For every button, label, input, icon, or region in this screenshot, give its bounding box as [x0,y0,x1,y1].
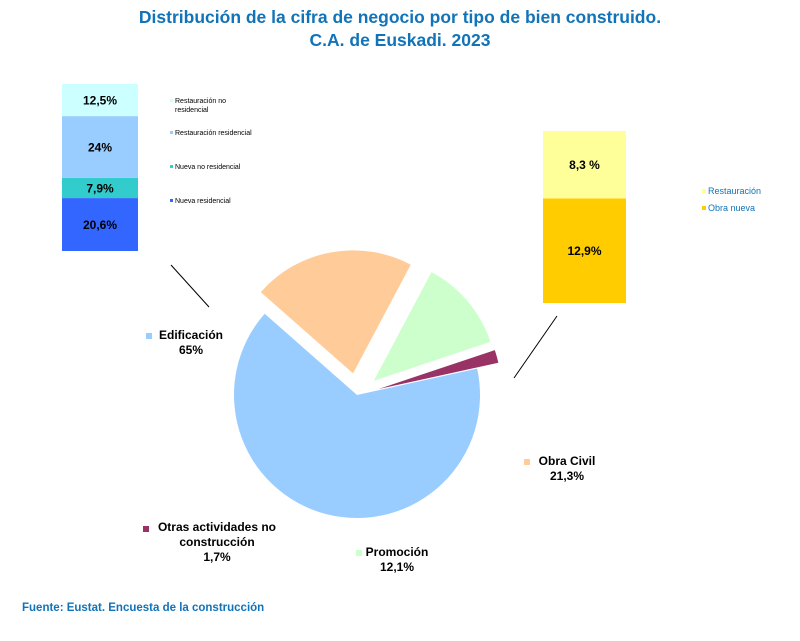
edificacion-bar-segment-nueva-no-residencial [62,177,138,199]
obra-civil-legend-marker-restauracion [702,189,706,193]
edificacion-bar-segment-label-restauracion-residencial: 24% [88,140,112,154]
obra-civil-bar-segment-label-obra-nueva: 12,9% [567,244,601,258]
legend-marker-promocion [356,550,362,556]
legend-marker-otras-actividades-no-construccion [143,526,149,532]
obra-civil-connector-line [513,315,558,379]
obra-civil-bar-segment-label-restauracion: 8,3 % [569,158,600,172]
edificacion-legend-label-restauracion-no-residencial-line1: Restauración no [175,98,226,105]
obra-civil-legend-label-restauracion: Restauración [708,186,761,196]
edificacion-bar-segment-label-nueva-residencial: 20,6% [83,218,117,232]
edificacion-legend-label-restauracion-no-residencial-line2: residencial [175,107,209,114]
slice-value-obra-civil: 21,3% [550,469,584,483]
pie-slice-promocion [373,272,491,381]
edificacion-legend-marker-nueva-residencial [170,199,173,202]
slice-label-promocion: Promoción [366,545,429,559]
obra-civil-legend-marker-obra-nueva [702,206,706,210]
legend-marker-obra-civil [524,459,530,465]
edificacion-bar-segment-restauracion-residencial [62,116,138,178]
edificacion-bar-segment-label-restauracion-no-residencial: 12,5% [83,94,117,108]
edificacion-bar-segment-restauracion-no-residencial [62,84,138,117]
slice-label-otras-actividades-no-construccion-line1: Otras actividades no [158,520,276,534]
edificacion-legend-marker-restauracion-no-residencial [170,99,173,102]
slice-label-edificacion: Edificación [159,328,223,342]
edificacion-bar-segment-nueva-residencial [62,198,138,251]
edificacion-legend-marker-nueva-no-residencial [170,165,173,168]
pie-slice-edificacion [233,313,480,518]
obra-civil-bar-segment-restauracion [543,131,626,199]
edificacion-legend-label-restauracion-residencial: Restauración residencial [175,130,252,137]
chart-title-line1: Distribución de la cifra de negocio por … [138,7,662,27]
slice-label-otras-actividades-no-construccion-line2: construcción [179,535,254,549]
pie-slice-obra-civil [260,250,411,374]
legend-marker-edificacion [146,333,152,339]
edificacion-connector-line [170,264,210,308]
slice-value-promocion: 12,1% [380,560,414,574]
edificacion-bar-segment-label-nueva-no-residencial: 7,9% [86,181,114,195]
source-note: Fuente: Eustat. Encuesta de la construcc… [22,602,265,614]
pie-slice-otras-actividades-no-construccion [378,350,499,390]
slice-value-edificacion: 65% [179,343,203,357]
slice-label-obra-civil: Obra Civil [539,454,596,468]
slice-value-otras-actividades-no-construccion: 1,7% [203,550,231,564]
edificacion-legend-label-nueva-no-residencial: Nueva no residencial [175,164,241,171]
obra-civil-bar-segment-obra-nueva [543,198,626,303]
edificacion-legend-marker-restauracion-residencial [170,131,173,134]
chart-title-line2: C.A. de Euskadi. 2023 [309,30,491,50]
obra-civil-legend-label-obra-nueva: Obra nueva [708,203,755,213]
edificacion-legend-label-nueva-residencial: Nueva residencial [175,198,231,205]
